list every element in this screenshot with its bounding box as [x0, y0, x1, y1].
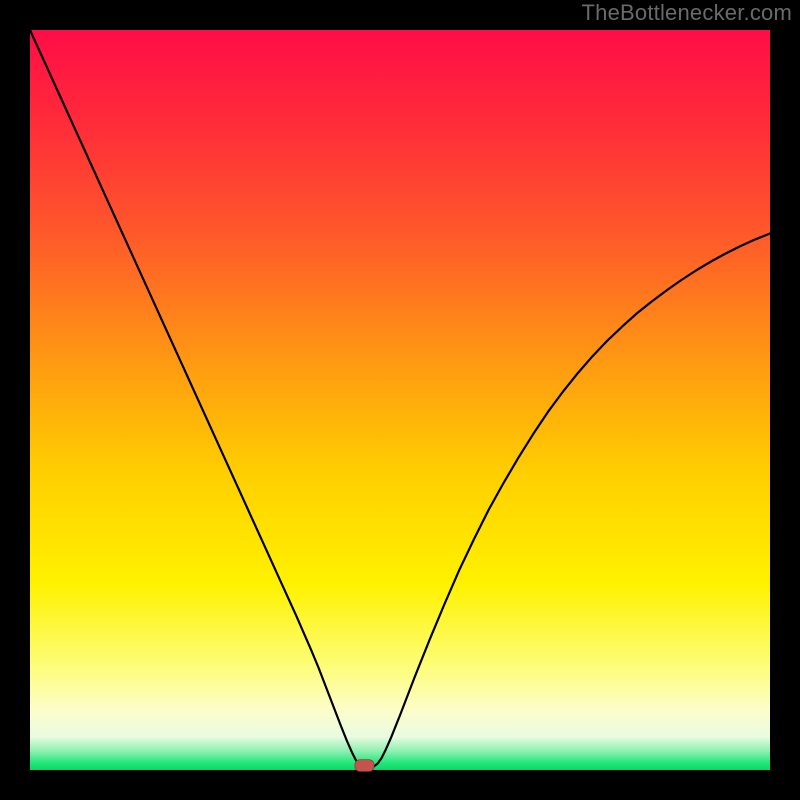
bottleneck-chart: TheBottlenecker.com — [0, 0, 800, 800]
optimum-marker — [355, 760, 374, 772]
watermark-text: TheBottlenecker.com — [582, 0, 792, 26]
chart-svg — [0, 0, 800, 800]
plot-background — [30, 30, 770, 770]
